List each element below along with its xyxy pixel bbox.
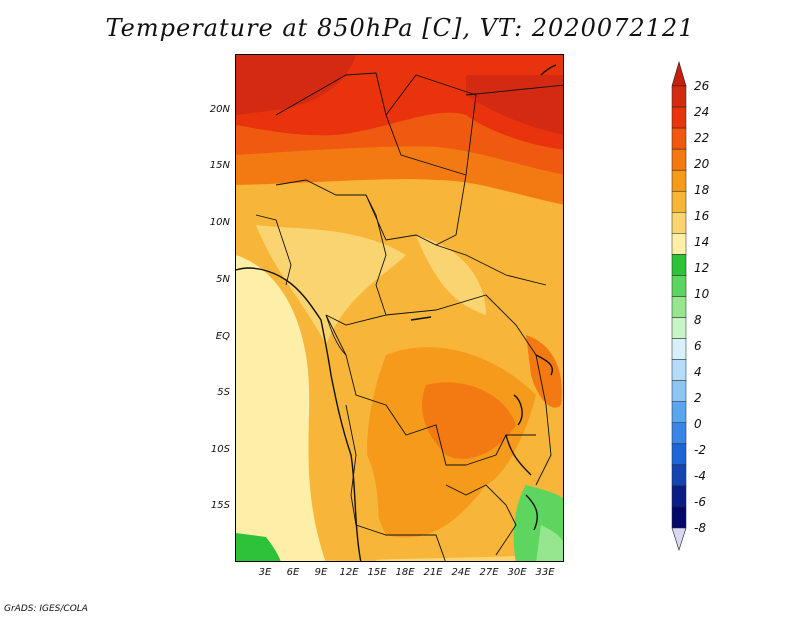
lon-label-9e: 9E (314, 567, 328, 578)
border-west-b (255, 214, 292, 286)
colorbar-label-24: 24 (694, 105, 710, 119)
border-south-c (465, 434, 536, 466)
border-north-b (385, 74, 477, 176)
field-coastal-cool (236, 255, 326, 561)
colorbar-label-m8: -8 (694, 521, 706, 535)
colorbar-label-20: 20 (694, 157, 710, 171)
colorbar-swatch (671, 106, 687, 129)
colorbar-label-22: 22 (694, 131, 710, 145)
colorbar-swatch (671, 275, 687, 297)
lat-label-eq: EQ (215, 331, 230, 342)
colorbar-label-m6: -6 (694, 495, 706, 509)
colorbar-label-18: 18 (694, 183, 710, 197)
colorbar-swatch (671, 254, 687, 276)
colorbar-swatch (671, 506, 687, 529)
border-south-d (445, 484, 517, 556)
temperature-field (236, 55, 563, 561)
lon-label-15e: 15E (367, 567, 387, 578)
lat-label-10s: 10S (210, 444, 230, 455)
border-central-c (435, 244, 547, 286)
colorbar-swatch (671, 296, 687, 318)
lat-label-15s: 15S (210, 500, 230, 511)
lon-label-30e: 30E (507, 567, 527, 578)
lon-label-27e: 27E (479, 567, 499, 578)
colorbar-swatch (671, 127, 687, 150)
nile-delta (540, 64, 557, 76)
colorbar-swatch (671, 422, 687, 445)
border-north-a (275, 72, 467, 176)
lake-east (513, 394, 523, 426)
colorbar-label-4: 4 (694, 365, 702, 379)
coastlines (236, 64, 557, 561)
lake-malawi (525, 494, 538, 531)
colorbar-bottom-arrow (671, 527, 687, 551)
border-central-b (325, 194, 387, 326)
colorbar-label-8: 8 (694, 313, 702, 327)
border-east-a (535, 354, 552, 486)
border-south-a (325, 314, 466, 466)
colorbar-label-6: 6 (694, 339, 702, 353)
lon-label-6e: 6E (286, 567, 300, 578)
colorbar-swatch (671, 401, 687, 424)
lon-label-12e: 12E (339, 567, 359, 578)
field-southeast-lightgreen (536, 525, 563, 561)
temperature-map (235, 54, 564, 562)
colorbar-swatch (671, 148, 687, 171)
lake-victoria (535, 354, 553, 376)
map-title: Temperature at 850hPa [C], VT: 202007212… (105, 14, 695, 42)
field-central-plateau (416, 235, 486, 315)
river-congo (410, 316, 432, 321)
colorbar-swatch (671, 359, 687, 381)
colorbar-label-m4: -4 (694, 469, 706, 483)
lon-label-18e: 18E (395, 567, 415, 578)
border-central-d (385, 294, 537, 356)
colorbar-label-0: 0 (694, 417, 702, 431)
lat-label-5n: 5N (216, 274, 230, 285)
border-west-a (275, 179, 366, 196)
colorbar-swatch (671, 485, 687, 508)
field-northwest-max (236, 55, 356, 115)
country-borders (255, 72, 563, 561)
colorbar-label-14: 14 (694, 235, 710, 249)
colorbar-swatch (671, 85, 687, 108)
lake-tanganyika (505, 434, 532, 476)
colorbar-swatch (671, 169, 687, 192)
colorbar-swatch (671, 464, 687, 487)
lat-label-10n: 10N (209, 217, 230, 228)
lon-label-21e: 21E (423, 567, 443, 578)
colorbar-swatch (671, 380, 687, 402)
lat-label-5s: 5S (217, 387, 230, 398)
lon-label-24e: 24E (451, 567, 471, 578)
colorbar-label-12: 12 (694, 261, 710, 275)
colorbar-label-2: 2 (694, 391, 702, 405)
lat-label-15n: 15N (209, 160, 230, 171)
lon-label-33e: 33E (535, 567, 555, 578)
colorbar-label-16: 16 (694, 209, 710, 223)
lon-label-3e: 3E (258, 567, 272, 578)
lat-label-20n: 20N (209, 104, 230, 115)
colorbar-swatch (671, 212, 687, 234)
field-southwest-green (236, 533, 281, 561)
colorbar-swatch (671, 443, 687, 466)
border-northeast (465, 84, 563, 96)
colorbar-swatch (671, 317, 687, 339)
field-interior-hot (422, 382, 516, 459)
grads-credit: GrADS: IGES/COLA (4, 604, 88, 614)
colorbar-swatch (671, 233, 687, 255)
field-northeast-max (466, 75, 563, 135)
border-central-a (365, 174, 467, 246)
colorbar-label-26: 26 (694, 79, 710, 93)
field-west-plateau (256, 225, 406, 345)
border-coast-west (325, 314, 347, 356)
colorbar-label-10: 10 (694, 287, 710, 301)
colorbar-swatch (671, 190, 687, 213)
colorbar (671, 60, 687, 551)
colorbar-top-arrow (671, 60, 687, 87)
colorbar-label-m2: -2 (694, 443, 706, 457)
atlantic-coastline (236, 267, 362, 561)
colorbar-swatch (671, 338, 687, 360)
